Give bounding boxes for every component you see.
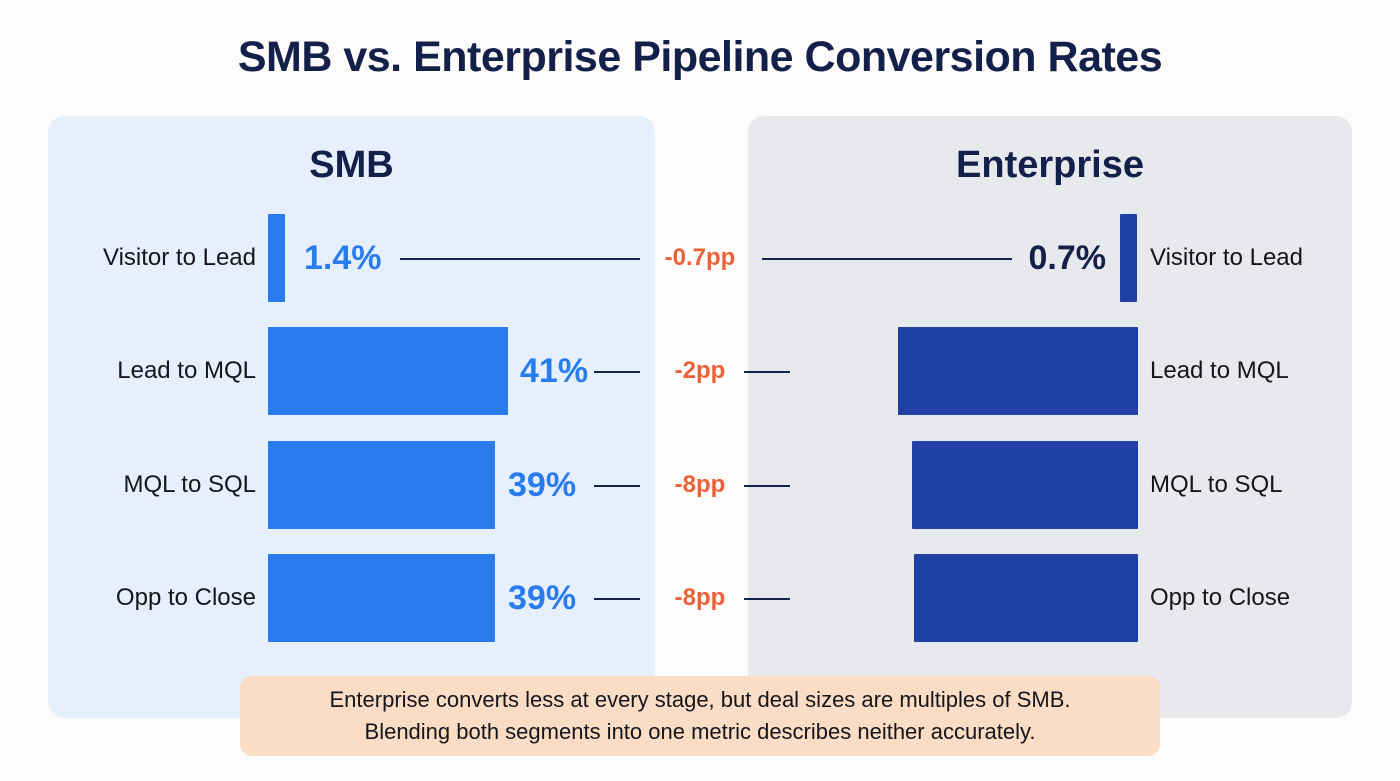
delta-label: -0.7pp xyxy=(664,244,736,271)
caption-line-1: Enterprise converts less at every stage,… xyxy=(329,687,1071,713)
smb-value-label: 41% xyxy=(520,351,589,390)
panel-heading-smb: SMB xyxy=(309,144,394,186)
chart-row-lead-to-mql: Lead to MQL 41% -2pp 39% Lead to MQL xyxy=(0,314,1400,428)
caption-line-2: Blending both segments into one metric d… xyxy=(364,719,1036,744)
smb-value-label: 1.4% xyxy=(304,238,382,277)
smb-bar-track xyxy=(268,201,508,315)
smb-value-label: 39% xyxy=(508,578,577,617)
enterprise-bar xyxy=(914,554,1138,642)
enterprise-bar-track xyxy=(914,541,1138,655)
smb-stage-label: Lead to MQL xyxy=(117,357,256,384)
enterprise-bar xyxy=(898,327,1138,415)
insight-caption: Enterprise converts less at every stage,… xyxy=(240,676,1160,756)
enterprise-bar xyxy=(912,441,1138,529)
enterprise-stage-label: Visitor to Lead xyxy=(1150,244,1303,271)
smb-bar xyxy=(268,441,495,529)
enterprise-bar-track xyxy=(898,314,1138,428)
panel-heading-enterprise: Enterprise xyxy=(956,144,1144,186)
smb-bar xyxy=(268,554,495,642)
connector-line-right xyxy=(744,371,790,373)
smb-stage-label: Visitor to Lead xyxy=(103,244,256,271)
connector-line-left xyxy=(594,371,640,373)
enterprise-stage-label: Lead to MQL xyxy=(1150,357,1289,384)
chart-row-visitor-to-lead: Visitor to Lead 1.4% -0.7pp 0.7% Visitor… xyxy=(0,201,1400,315)
enterprise-bar xyxy=(1120,214,1137,302)
connector-line-right xyxy=(744,598,790,600)
enterprise-bar-track xyxy=(1120,201,1138,315)
chart-row-mql-to-sql: MQL to SQL 39% -8pp 31% MQL to SQL xyxy=(0,428,1400,542)
connector-line-left xyxy=(594,598,640,600)
enterprise-value-label: 0.7% xyxy=(1028,238,1107,277)
page-title: SMB vs. Enterprise Pipeline Conversion R… xyxy=(237,33,1163,81)
delta-label: -8pp xyxy=(674,471,726,498)
chart-row-opp-to-close: Opp to Close 39% -8pp 31% Opp to Close xyxy=(0,541,1400,655)
enterprise-bar-track xyxy=(912,428,1138,542)
enterprise-stage-label: Opp to Close xyxy=(1150,584,1291,611)
smb-value-label: 39% xyxy=(508,465,577,504)
smb-bar-track xyxy=(268,428,508,542)
connector-line-right xyxy=(744,485,790,487)
connector-line-right xyxy=(762,258,1012,260)
enterprise-stage-label: MQL to SQL xyxy=(1150,471,1283,498)
smb-stage-label: Opp to Close xyxy=(115,584,256,611)
smb-bar xyxy=(268,327,508,415)
connector-line-left xyxy=(594,485,640,487)
smb-bar xyxy=(268,214,285,302)
smb-bar-track xyxy=(268,541,508,655)
connector-line-left xyxy=(400,258,640,260)
smb-stage-label: MQL to SQL xyxy=(123,471,257,498)
delta-label: -8pp xyxy=(674,584,726,611)
delta-label: -2pp xyxy=(674,357,726,384)
smb-bar-track xyxy=(268,314,508,428)
